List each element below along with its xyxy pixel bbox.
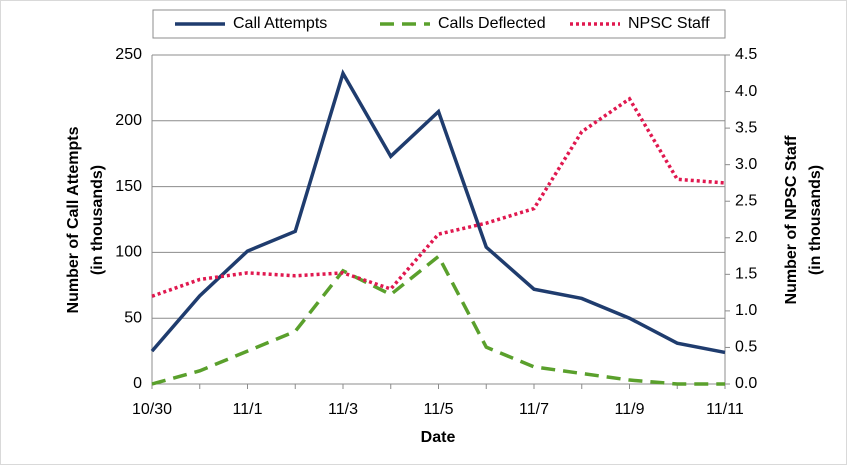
y-axis-title: Number of Call Attempts (65, 126, 82, 313)
y2-tick-label: 1.0 (735, 302, 757, 319)
series-line (151, 96, 726, 298)
x-tick-label: 11/9 (615, 401, 645, 418)
y2-axis-title: Number of NPSC Staff (783, 135, 800, 305)
y2-tick-label: 1.5 (735, 266, 757, 283)
x-tick-label: 11/5 (424, 401, 454, 418)
y-tick-label: 100 (115, 244, 142, 261)
x-tick-label: 11/11 (706, 401, 744, 418)
legend-box (152, 9, 726, 39)
y-tick-label: 0 (133, 375, 142, 392)
y2-tick-label: 3.0 (735, 156, 757, 173)
y-axis-title: (in thousands) (89, 165, 106, 275)
legend-label: Calls Deflected (438, 15, 546, 32)
y-tick-label: 200 (115, 112, 142, 129)
x-tick-label: 11/1 (233, 401, 263, 418)
x-axis-title: Date (421, 429, 456, 446)
y2-tick-label: 0.5 (735, 339, 757, 356)
x-tick-label: 11/3 (328, 401, 358, 418)
x-tick-label: 11/7 (519, 401, 549, 418)
y2-tick-label: 2.0 (735, 229, 757, 246)
legend-label: NPSC Staff (628, 15, 710, 32)
y2-tick-label: 4.5 (735, 46, 757, 63)
y-tick-label: 50 (124, 309, 142, 326)
y-tick-label: 250 (115, 46, 142, 63)
legend-label: Call Attempts (233, 15, 327, 32)
y2-axis-title: (in thousands) (807, 165, 824, 275)
y2-tick-label: 2.5 (735, 192, 757, 209)
series-line (150, 69, 726, 355)
y-tick-label: 150 (115, 178, 142, 195)
x-tick-label: 10/30 (132, 401, 172, 418)
y2-tick-label: 3.5 (735, 119, 757, 136)
y2-tick-label: 0.0 (735, 375, 757, 392)
series-line (151, 253, 725, 386)
y2-tick-label: 4.0 (735, 83, 757, 100)
